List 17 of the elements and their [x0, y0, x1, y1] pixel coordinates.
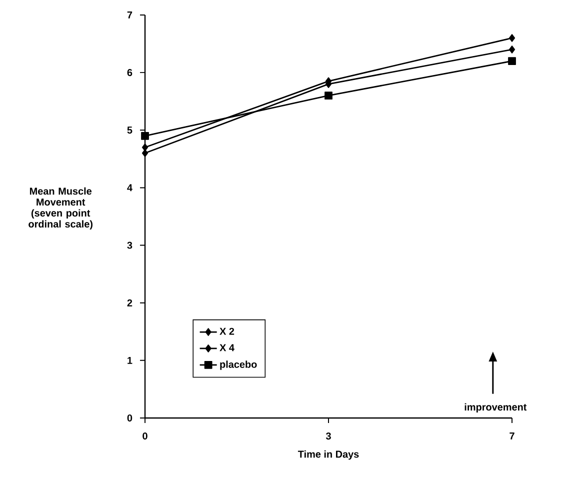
x-tick-label: 7	[510, 432, 514, 440]
y-tick-label: 6	[127, 69, 132, 76]
y-tick-label: 2	[127, 299, 132, 306]
y-tick-label: 0	[127, 414, 132, 422]
annotation: improvement	[464, 403, 527, 413]
x-tick-label: 0	[142, 432, 148, 440]
y-tick-label: 4	[127, 184, 132, 192]
x-tick-label: 3	[326, 432, 331, 440]
y-tick-label: 7	[127, 12, 132, 18]
y-tick-label: 3	[127, 242, 132, 249]
legend-label: X 2	[220, 328, 234, 335]
x-axis-title: Time in Days	[298, 450, 359, 460]
y-tick-label: 1	[128, 356, 132, 364]
legend-label: X 4	[220, 344, 234, 352]
y-axis-title: Mean Muscle Movement (seven point ordinal scale)	[28, 187, 92, 230]
legend-label: placebo	[220, 360, 257, 370]
y-tick-label: 5	[127, 126, 132, 134]
